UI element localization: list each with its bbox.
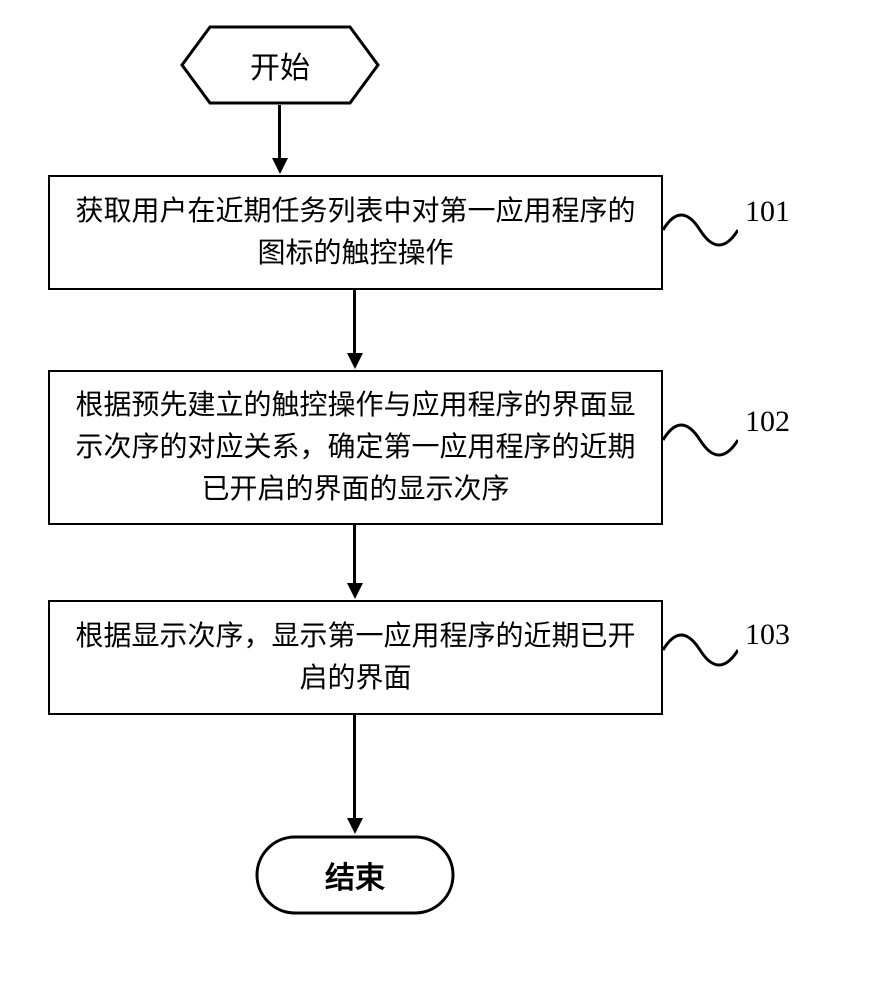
arrow-4: [353, 715, 356, 820]
label-102: 102: [745, 405, 790, 439]
arrow-head-4: [347, 818, 363, 834]
label-101: 101: [745, 195, 790, 229]
process-step-2: 根据预先建立的触控操作与应用程序的界面显示次序的对应关系，确定第一应用程序的近期…: [48, 370, 663, 525]
arrow-head-3: [347, 583, 363, 599]
process-step-1: 获取用户在近期任务列表中对第一应用程序的图标的触控操作: [48, 175, 663, 290]
step-1-text: 获取用户在近期任务列表中对第一应用程序的图标的触控操作: [70, 191, 641, 275]
arrow-1: [278, 105, 281, 160]
wave-connector-2: [663, 415, 738, 465]
arrow-2: [353, 290, 356, 355]
wave-connector-3: [663, 625, 738, 675]
end-terminal: 结束: [255, 835, 455, 915]
start-text: 开始: [250, 43, 310, 87]
step-3-text: 根据显示次序，显示第一应用程序的近期已开启的界面: [70, 616, 641, 700]
start-terminal: 开始: [180, 25, 380, 105]
label-103: 103: [745, 618, 790, 652]
arrow-3: [353, 525, 356, 585]
arrow-head-1: [272, 158, 288, 174]
end-text: 结束: [325, 853, 385, 897]
process-step-3: 根据显示次序，显示第一应用程序的近期已开启的界面: [48, 600, 663, 715]
flowchart-container: 开始 获取用户在近期任务列表中对第一应用程序的图标的触控操作 101 根据预先建…: [0, 0, 872, 1000]
wave-connector-1: [663, 205, 738, 255]
arrow-head-2: [347, 353, 363, 369]
step-2-text: 根据预先建立的触控操作与应用程序的界面显示次序的对应关系，确定第一应用程序的近期…: [70, 385, 641, 511]
